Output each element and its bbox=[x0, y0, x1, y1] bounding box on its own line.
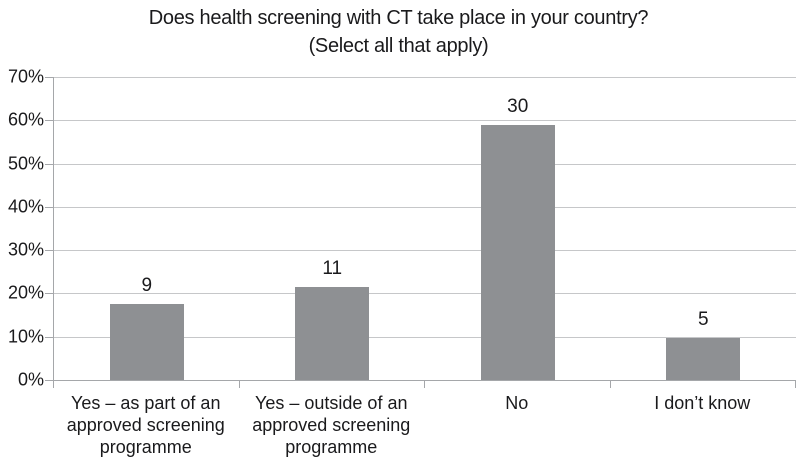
y-axis-tick-label: 60% bbox=[7, 109, 44, 130]
bar-value-label: 9 bbox=[141, 274, 153, 296]
y-axis-tick-label: 70% bbox=[7, 66, 44, 87]
gridline bbox=[54, 250, 796, 252]
y-axis-tick-label: 20% bbox=[7, 282, 44, 303]
x-axis-category-label: No bbox=[505, 393, 529, 413]
y-axis-tick-label: 0% bbox=[17, 369, 44, 390]
category-cell: 9 bbox=[54, 77, 240, 380]
y-axis-tick bbox=[45, 206, 54, 208]
bar bbox=[480, 125, 555, 380]
y-axis-tick-label: 40% bbox=[7, 196, 44, 217]
y-axis-tick-label: 30% bbox=[7, 239, 44, 260]
category-cell: 5 bbox=[611, 77, 797, 380]
y-axis-tick bbox=[45, 250, 54, 252]
chart-title-line2: (Select all that apply) bbox=[308, 35, 489, 57]
bar bbox=[295, 286, 370, 380]
x-axis-tick bbox=[238, 381, 240, 388]
gridline bbox=[54, 336, 796, 338]
y-axis-tick bbox=[45, 380, 54, 381]
gridline bbox=[54, 77, 796, 78]
bar bbox=[666, 337, 741, 380]
x-axis-category-labels: Yes – as part of an approved screening p… bbox=[53, 392, 795, 458]
x-axis-tick bbox=[795, 381, 796, 388]
bar-value-label: 5 bbox=[697, 308, 709, 330]
y-axis-tick bbox=[45, 336, 54, 338]
gridline bbox=[54, 120, 796, 122]
x-axis-tick bbox=[424, 381, 425, 388]
x-axis-category-label: Yes – as part of an approved screening p… bbox=[66, 393, 225, 457]
y-axis: 0% 10% 20% 30% 40% 50% 60% 70% bbox=[0, 67, 44, 390]
y-axis-tick bbox=[45, 77, 54, 78]
y-axis-tick bbox=[45, 293, 54, 295]
bar-value-label: 11 bbox=[322, 257, 343, 279]
x-axis-category-label: Yes – outside of an approved screening p… bbox=[252, 393, 411, 457]
y-axis-tick-label: 10% bbox=[7, 326, 44, 347]
chart-title-line1: Does health screening with CT take place… bbox=[148, 7, 649, 29]
gridline bbox=[54, 293, 796, 295]
plot-area: 9 11 30 5 bbox=[45, 77, 797, 388]
y-axis-tick bbox=[45, 163, 54, 165]
bar bbox=[109, 303, 184, 380]
x-axis-category-label: I don’t know bbox=[654, 393, 751, 413]
bar-value-label: 30 bbox=[507, 96, 529, 118]
gridline bbox=[54, 163, 796, 165]
y-axis-tick bbox=[45, 120, 54, 122]
category-cell: 11 bbox=[240, 77, 426, 380]
y-axis-tick-label: 50% bbox=[7, 153, 44, 174]
x-axis-tick bbox=[53, 381, 54, 388]
category-cell: 30 bbox=[425, 77, 611, 380]
gridline bbox=[54, 206, 796, 208]
x-axis-tick bbox=[609, 381, 611, 388]
chart-title: Does health screening with CT take place… bbox=[0, 4, 797, 60]
